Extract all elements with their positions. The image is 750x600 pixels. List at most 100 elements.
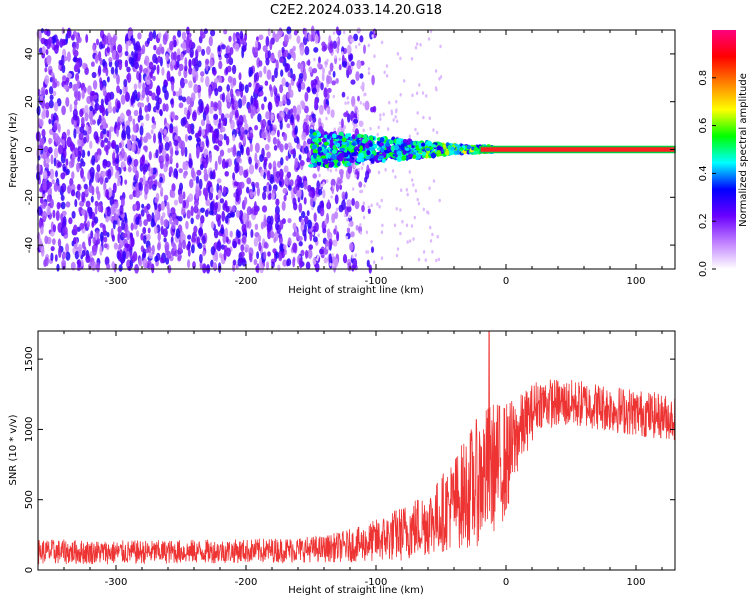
snr-x-tick-label: -200 (235, 577, 258, 588)
spectrogram-cell (235, 263, 239, 270)
spectrogram-cell (317, 157, 322, 163)
spectrogram-cell (188, 193, 194, 202)
spectrogram-cell (66, 72, 72, 79)
spectrogram-cell (228, 35, 232, 43)
spectrogram-cell (299, 46, 305, 56)
spectrogram-cell (53, 101, 59, 112)
spectrogram-cell (85, 254, 91, 264)
spectrogram-cell (355, 224, 359, 231)
spectrogram-cell (413, 215, 416, 220)
spectrogram-cell (422, 207, 425, 212)
spectrogram-cell (347, 65, 353, 75)
spectrogram-cell (117, 102, 121, 110)
spectrogram-cell (280, 69, 284, 77)
spectrogram-cell (322, 181, 325, 186)
spectrogram-cell (178, 193, 184, 204)
spectrogram-cell (304, 27, 308, 39)
spectrogram-cell (343, 152, 349, 158)
spectrogram-cell (316, 257, 319, 262)
spectrogram-cell (350, 61, 355, 67)
spectrogram-cell (182, 239, 187, 250)
spectrogram-cell (248, 82, 252, 88)
spectrogram-cell (200, 76, 204, 83)
spectrogram-cell (266, 69, 272, 80)
spectrogram-cell (325, 107, 329, 112)
spectrogram-cell (38, 47, 43, 54)
spectrogram-cell (341, 51, 344, 55)
spectrogram-cell (316, 93, 319, 98)
spectrogram-cell (58, 63, 62, 71)
spectrogram-cell (205, 103, 210, 114)
spectrogram-cell (215, 251, 219, 263)
spectrogram-cell (204, 209, 209, 217)
spectrogram-cell (227, 147, 231, 153)
spectrogram-cell (227, 75, 233, 84)
spectrogram-cell (367, 71, 371, 75)
spectrogram-cell (215, 145, 220, 152)
spectrogram-cell (283, 165, 289, 173)
spectrogram-cell (70, 261, 76, 271)
spectrogram-cell (189, 178, 194, 189)
spectrogram-cell (60, 213, 64, 221)
spectrogram-cell (156, 46, 162, 56)
spectrogram-cell (314, 33, 319, 45)
spectrogram-cell (473, 147, 479, 152)
spectrogram-cell (172, 90, 176, 97)
spectrogram-cell (329, 262, 332, 267)
spectrogram-cell (139, 64, 143, 74)
spectrogram-cell (83, 183, 88, 190)
spectrogram-cell (230, 98, 235, 105)
spectrogram-cell (103, 35, 109, 45)
spectrogram-cell (258, 241, 262, 252)
spectrogram-cell (434, 69, 438, 73)
spectrogram-cell (118, 60, 123, 71)
spectrogram-cell (275, 97, 280, 108)
spectrogram-cell (173, 39, 177, 48)
spectrogram-cell (157, 232, 161, 242)
spectrogram-cell (270, 231, 275, 239)
spectrogram-cell (330, 109, 335, 118)
spectrogram-cell (105, 215, 110, 223)
spectrogram-cell (314, 98, 319, 109)
spectrogram-cell (419, 43, 422, 47)
spectrogram-cell (188, 39, 193, 50)
spectrogram-cell (283, 249, 287, 255)
carrier-line (479, 145, 676, 154)
spectrogram-cell (412, 237, 415, 241)
spectrogram-cell (353, 33, 359, 42)
spectrogram-cell (311, 222, 315, 227)
spectrogram-cell (345, 235, 348, 240)
spectrogram-cell (92, 109, 96, 115)
spectrogram-cell (110, 42, 114, 54)
spectrogram-cell (212, 130, 217, 139)
spectrogram-cell (332, 159, 339, 164)
spectrogram-cell (313, 212, 317, 223)
spectrogram-cell (171, 111, 176, 120)
spectrogram-cell (279, 84, 284, 94)
spectrogram-cell (378, 204, 381, 209)
spectrogram-cell (190, 92, 196, 102)
spectrogram-cell (177, 29, 182, 38)
spectrogram-cell (231, 211, 235, 218)
spectrogram-cell (178, 241, 183, 252)
spectrogram-cell (161, 211, 166, 219)
spectrogram-cell (53, 182, 59, 192)
spectrogram-cell (101, 170, 106, 178)
spectrogram-cell (238, 114, 244, 126)
spectrogram-cell (408, 239, 412, 243)
spectrogram-cell (77, 90, 81, 102)
spectrogram-cell (131, 142, 136, 153)
spectrogram-cell (388, 100, 391, 105)
spectrogram-cell (250, 95, 254, 106)
spectrogram-cell (81, 208, 86, 216)
spectrogram-cell (154, 95, 160, 102)
spectrogram-cell (284, 143, 289, 151)
spectrogram-cell (146, 203, 151, 210)
spectrogram-cell (139, 125, 144, 136)
spectrogram-cell (99, 124, 103, 131)
spectrogram-cell (358, 152, 364, 159)
spectrogram-cell (351, 254, 354, 259)
spectrogram-cell (112, 152, 116, 162)
spectrogram-cell (198, 104, 204, 114)
spectrogram-cell (89, 115, 94, 126)
